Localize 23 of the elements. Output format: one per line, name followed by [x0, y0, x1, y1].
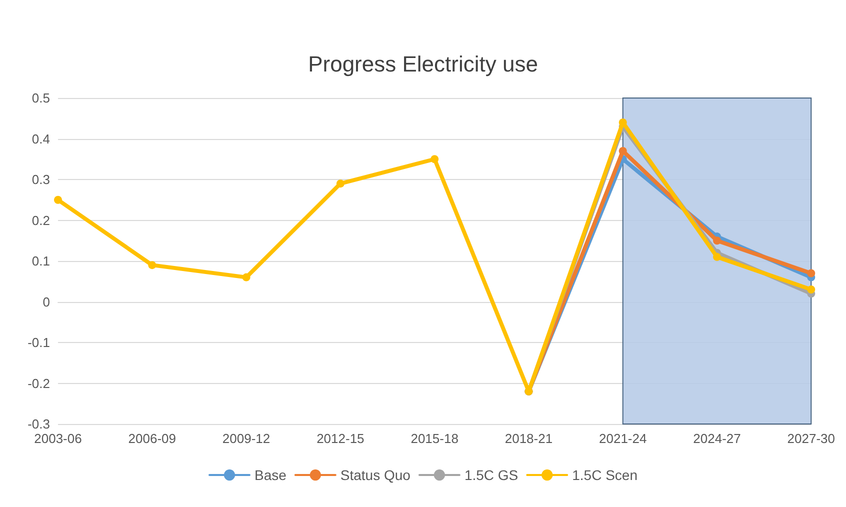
x-tick-label: 2021-24 — [599, 431, 647, 446]
x-tick-label: 2018-21 — [504, 431, 553, 446]
y-tick-label: -0.1 — [28, 335, 50, 350]
legend-label: 1.5C GS — [464, 467, 518, 483]
y-tick-label: 0.3 — [32, 172, 50, 187]
x-tick-label: 2009-12 — [222, 431, 270, 446]
x-tick-label: 2024-27 — [693, 431, 741, 446]
y-tick-label: 0 — [42, 294, 50, 310]
y-tick-label: -0.2 — [28, 376, 50, 391]
legend-label: Base — [254, 467, 287, 483]
legend-label: Status Quo — [340, 467, 411, 483]
x-tick-label: 2015-18 — [410, 431, 458, 446]
y-tick-label: 0.1 — [32, 254, 50, 268]
x-tick-label: 2027-30 — [787, 431, 836, 446]
y-tick-label: 0.4 — [32, 131, 50, 146]
y-tick-label: 0.2 — [32, 212, 50, 228]
x-tick-label: 2003-06 — [34, 431, 82, 446]
chart-title: Progress Electricity use — [308, 52, 538, 76]
y-tick-label: -0.3 — [28, 416, 50, 432]
x-tick-label: 2006-09 — [128, 431, 176, 446]
x-tick-label: 2012-15 — [316, 431, 364, 446]
legend-label: 1.5C Scen — [572, 467, 638, 483]
y-tick-label: 0.5 — [32, 90, 50, 106]
